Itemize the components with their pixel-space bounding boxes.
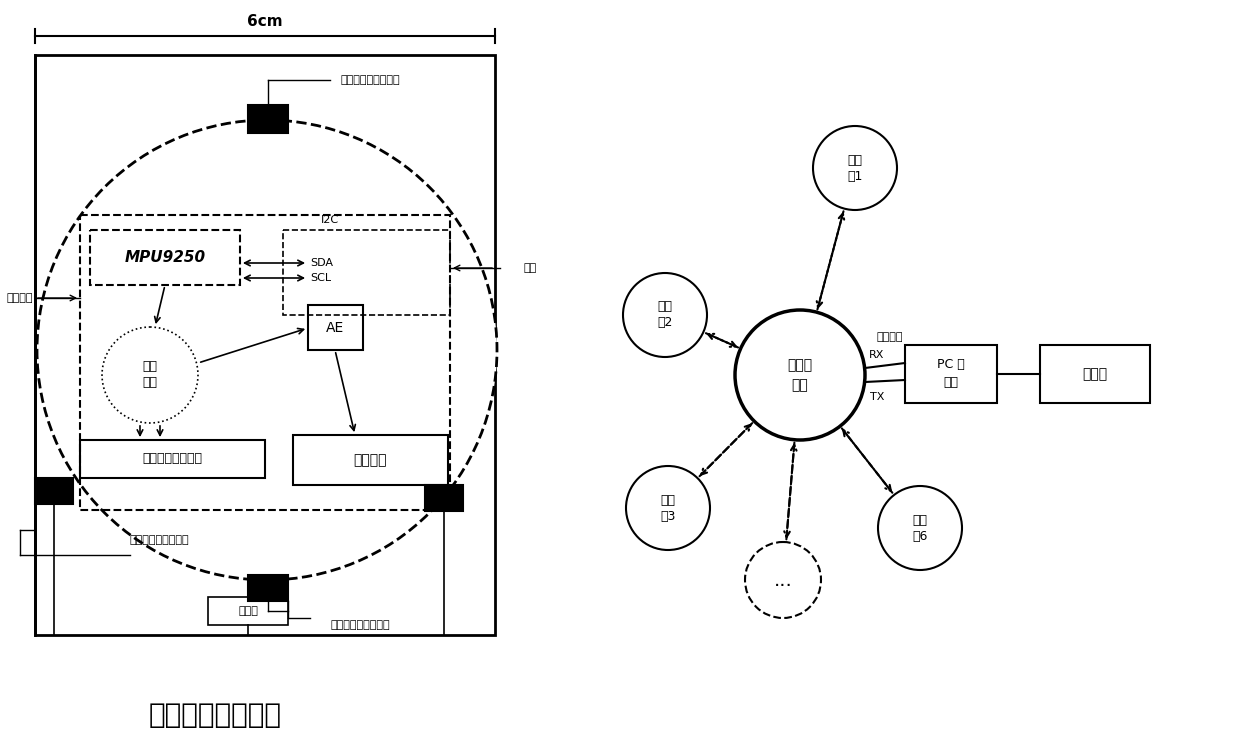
Bar [308,305,363,350]
Bar [91,230,241,285]
Bar [208,597,288,625]
Circle shape [37,120,497,580]
Text: PC 或: PC 或 [937,359,965,371]
Text: 6cm: 6cm [247,14,283,29]
Text: 传感: 传感 [847,153,863,167]
Text: 传感: 传感 [913,513,928,526]
Bar [81,440,265,478]
Bar [1040,345,1149,403]
Circle shape [622,273,707,357]
Text: 蓝牙: 蓝牙 [523,263,537,273]
Bar [35,478,73,504]
Bar [248,575,288,601]
Circle shape [813,126,897,210]
Text: 姿态及佩戴识别器: 姿态及佩戴识别器 [143,452,202,466]
Text: AE: AE [326,321,345,334]
Text: 器3: 器3 [661,510,676,522]
Text: 微型麦克风接收端二: 微型麦克风接收端二 [130,535,190,545]
Text: 无线模块: 无线模块 [6,293,33,303]
Text: 信号接: 信号接 [787,358,812,372]
Circle shape [626,466,711,550]
Text: 器2: 器2 [657,316,672,329]
Circle shape [102,327,198,423]
Text: ...: ... [774,571,792,590]
Text: 微型麦克风接收端一: 微型麦克风接收端一 [330,620,389,630]
Bar [283,230,450,315]
Text: MPU9250: MPU9250 [124,250,206,265]
Text: 肌电信号: 肌电信号 [353,453,387,467]
Text: RX: RX [869,350,884,360]
Text: 传感: 传感 [657,300,672,313]
Text: 信号接收端结构图: 信号接收端结构图 [149,701,281,729]
Bar [905,345,997,403]
Text: 传感: 传感 [661,494,676,507]
Text: 处理: 处理 [143,377,157,390]
Bar [248,105,288,133]
Text: 收端: 收端 [791,378,808,392]
Text: I2C: I2C [321,215,339,225]
Text: 器6: 器6 [913,529,928,543]
Text: 上位机: 上位机 [1083,367,1107,381]
Text: 手机: 手机 [944,377,959,390]
Text: 器1: 器1 [847,170,863,183]
Text: 无线蓝牙: 无线蓝牙 [877,332,903,342]
Bar [425,485,463,511]
Circle shape [745,542,821,618]
Bar [35,55,495,635]
Bar [81,215,450,510]
Circle shape [878,486,962,570]
Text: 电池区: 电池区 [238,606,258,616]
Text: TX: TX [869,392,884,402]
Text: SDA: SDA [310,258,334,268]
Text: 微型麦克风接收端三: 微型麦克风接收端三 [340,75,399,85]
Bar [293,435,448,485]
Text: 数据: 数据 [143,360,157,374]
Circle shape [735,310,866,440]
Text: SCL: SCL [310,273,331,283]
